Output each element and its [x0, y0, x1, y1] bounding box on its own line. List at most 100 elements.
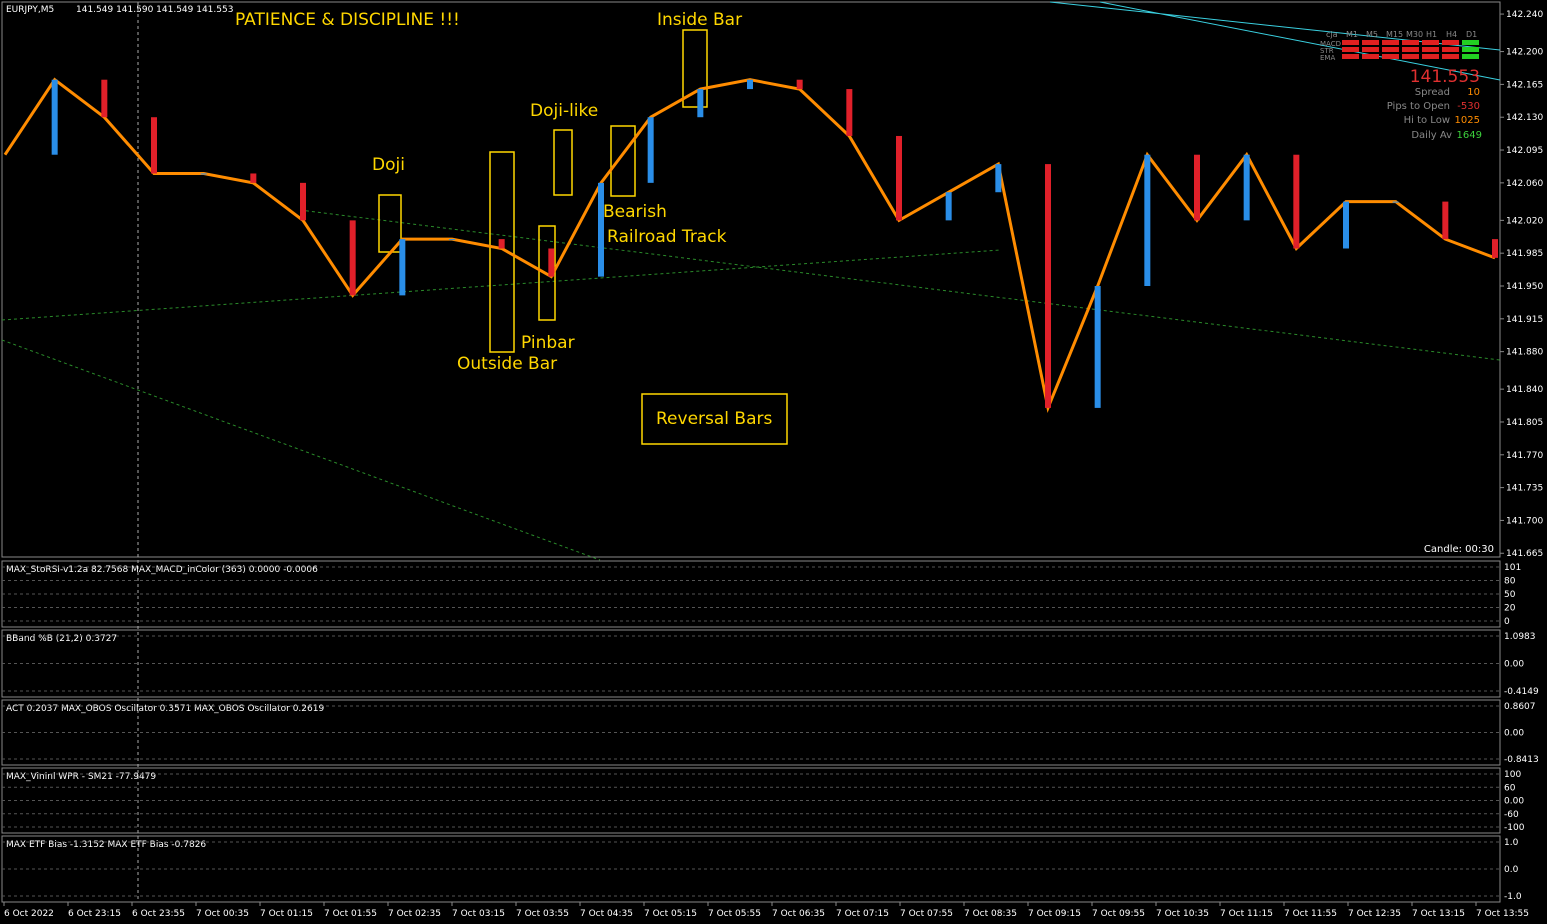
candle [647, 117, 654, 183]
grid-row-label: STR [1320, 47, 1334, 55]
time-label: 7 Oct 02:35 [388, 909, 441, 919]
signal-cell [1422, 54, 1439, 59]
grid-header: M30 [1406, 30, 1423, 39]
candle [399, 239, 406, 296]
annotation: Doji-like [530, 101, 598, 121]
level-label: 50 [1504, 590, 1516, 600]
grid-row-label: MACD [1320, 40, 1341, 48]
candle [1243, 154, 1250, 221]
motto: PATIENCE & DISCIPLINE !!! [235, 10, 460, 30]
y-tick-label: 141.770 [1506, 451, 1543, 461]
signal-cell [1402, 47, 1419, 52]
candle [747, 79, 753, 90]
panel-title: MAX_Vininl WPR - SM21 -77.9479 [6, 772, 156, 782]
time-label: 7 Oct 05:55 [708, 909, 761, 919]
label: Hi to Low [1404, 115, 1450, 126]
value: -530 [1457, 101, 1480, 112]
grid-header: M1 [1346, 30, 1358, 39]
label: Spread [1415, 87, 1450, 98]
candle [1144, 154, 1151, 287]
value: 1025 [1455, 115, 1480, 126]
grid-header: M5 [1366, 30, 1378, 39]
y-tick-label: 142.200 [1506, 48, 1543, 58]
level-label: 100 [1504, 770, 1521, 780]
time-label: 6 Oct 2022 [4, 909, 54, 919]
annotation: Reversal Bars [656, 409, 772, 429]
signal-cell [1362, 47, 1379, 52]
y-tick-label: 141.985 [1506, 249, 1543, 259]
time-label: 7 Oct 09:15 [1028, 909, 1081, 919]
value: 10 [1467, 87, 1480, 98]
y-tick-label: 142.095 [1506, 146, 1543, 156]
time-label: 7 Oct 13:55 [1476, 909, 1529, 919]
signal-cell [1442, 40, 1459, 45]
time-label: 6 Oct 23:55 [132, 909, 185, 919]
level-label: 20 [1504, 604, 1516, 614]
level-label: 0.00 [1504, 729, 1524, 739]
value: 1649 [1457, 130, 1482, 141]
grid-header: H4 [1446, 30, 1457, 39]
level-label: -60 [1504, 810, 1519, 820]
panel-title: BBand %B (21,2) 0.3727 [6, 634, 117, 644]
signal-cell [1342, 54, 1359, 59]
grid-header: cja [1326, 30, 1338, 39]
signal-cell [1402, 40, 1419, 45]
signal-cell [1442, 54, 1459, 59]
signal-cell [1462, 54, 1479, 59]
candle [498, 239, 505, 249]
panel-title: MAX_StoRSI-v1.2a 82.7568 MAX_MACD_inColo… [6, 565, 318, 575]
time-label: 7 Oct 09:55 [1092, 909, 1145, 919]
level-label: 80 [1504, 577, 1516, 587]
symbol: EURJPY,M5 [6, 5, 54, 15]
time-label: 7 Oct 01:15 [260, 909, 313, 919]
candle [1492, 239, 1498, 258]
candle [1094, 286, 1101, 408]
candle [1194, 154, 1200, 221]
level-label: -1.0 [1504, 892, 1522, 902]
candle [896, 135, 902, 221]
signal-cell [1362, 40, 1379, 45]
candle [101, 79, 108, 118]
annotation: Inside Bar [657, 10, 742, 30]
signal-cell [1442, 47, 1459, 52]
level-label: 1.0983 [1504, 632, 1536, 642]
level-label: 101 [1504, 563, 1521, 573]
time-label: 7 Oct 01:55 [324, 909, 377, 919]
panel-title: ACT 0.2037 MAX_OBOS Oscillator 0.3571 MA… [6, 704, 324, 714]
y-tick-label: 142.130 [1506, 113, 1543, 123]
signal-cell [1402, 54, 1419, 59]
annotation: Railroad Track [607, 227, 727, 247]
panel-title: MAX ETF Bias -1.3152 MAX ETF Bias -0.782… [6, 840, 206, 850]
signal-cell [1422, 47, 1439, 52]
level-label: 0 [1504, 617, 1510, 627]
y-tick-label: 142.165 [1506, 80, 1543, 90]
time-label: 7 Oct 00:35 [196, 909, 249, 919]
time-label: 7 Oct 04:35 [580, 909, 633, 919]
candle [1343, 201, 1349, 249]
time-label: 7 Oct 07:15 [836, 909, 889, 919]
y-tick-label: 142.240 [1506, 10, 1543, 20]
signal-cell [1462, 47, 1479, 52]
price: 141.553 [1410, 67, 1480, 87]
level-label: 0.8607 [1504, 702, 1536, 712]
candle [300, 182, 306, 221]
price-line [3, 77, 1496, 414]
y-tick-label: 142.060 [1506, 179, 1543, 189]
signal-cell [1382, 40, 1399, 45]
candle [1392, 201, 1399, 203]
candle [846, 89, 853, 136]
candle [697, 89, 704, 118]
signal-cell [1342, 47, 1359, 52]
signal-cell [1462, 40, 1479, 45]
candle [945, 192, 952, 221]
label: Daily Av [1411, 130, 1452, 141]
grid-header: H1 [1426, 30, 1437, 39]
time-label: 7 Oct 06:35 [772, 909, 825, 919]
level-label: 60 [1504, 783, 1516, 793]
signal-cell [1422, 40, 1439, 45]
time-label: 7 Oct 13:15 [1412, 909, 1465, 919]
candle [1293, 154, 1300, 249]
label: Pips to Open [1387, 101, 1450, 112]
candle [349, 220, 356, 296]
level-label: -0.8413 [1504, 755, 1539, 765]
